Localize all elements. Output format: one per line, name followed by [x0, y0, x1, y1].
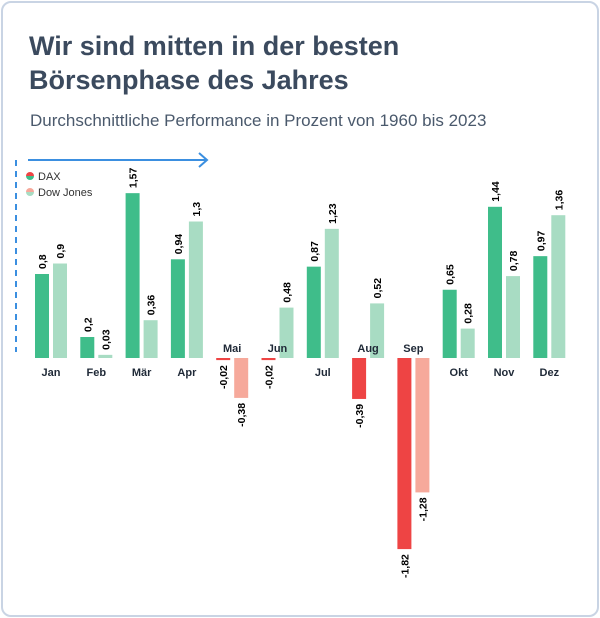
bar-dax-dez [533, 256, 548, 358]
bar-dax-jun [261, 358, 276, 361]
bar-dowjones-mai [234, 358, 249, 398]
value-label: 1,23 [327, 203, 339, 224]
value-label: 0,03 [100, 329, 112, 350]
value-label: 1,44 [490, 181, 502, 202]
value-label: 0,78 [508, 251, 520, 272]
bar-dowjones-aug [370, 303, 385, 358]
value-label: 0,52 [372, 278, 384, 299]
month-label-okt: Okt [450, 367, 469, 379]
bar-dax-apr [170, 259, 185, 358]
legend-swatch-top [26, 172, 34, 176]
bar-dowjones-apr [188, 221, 203, 358]
bar-dax-jul [306, 266, 321, 358]
chart-title: Wir sind mitten in der besten Börsenphas… [29, 31, 400, 95]
bar-dowjones-feb [98, 354, 113, 358]
month-label-nov: Nov [494, 367, 516, 379]
bar-dax-feb [80, 337, 95, 358]
month-label-aug: Aug [357, 343, 378, 355]
bar-dax-okt [442, 289, 457, 358]
bar-dowjones-mär [143, 320, 158, 358]
legend-entry: DAX [38, 171, 61, 183]
bar-dowjones-dez [551, 215, 566, 358]
chart-subtitle: Durchschnittliche Performance in Prozent… [30, 111, 487, 130]
value-label: -0,39 [354, 404, 366, 428]
value-label: 0,36 [146, 295, 158, 316]
value-label: -1,28 [417, 497, 429, 521]
value-label: 1,36 [553, 190, 565, 211]
value-label: 0,97 [535, 231, 547, 252]
value-label: -0,02 [264, 365, 276, 389]
value-label: 0,94 [173, 234, 185, 255]
month-label-mär: Mär [132, 367, 152, 379]
bar-dowjones-jul [324, 228, 339, 358]
month-label-jan: Jan [42, 367, 61, 379]
value-label: 0,48 [282, 282, 294, 303]
legend-entry: Dow Jones [38, 187, 93, 199]
month-label-feb: Feb [87, 367, 107, 379]
value-label: 0,9 [55, 244, 67, 259]
month-label-jul: Jul [315, 367, 331, 379]
month-label-jun: Jun [268, 343, 288, 355]
value-label: 0,65 [445, 264, 457, 285]
value-label: -0,38 [236, 403, 248, 427]
legend-swatch-bottom [26, 176, 34, 180]
arrow-head-icon [198, 152, 209, 168]
value-label: 0,2 [82, 317, 94, 332]
month-labels-layer: Jan Feb Mär Apr Mai Jun Jul Aug Sep Okt Nov Dez [42, 343, 560, 379]
value-labels-layer: 0,8 0,9 0,2 0,03 1,57 0,36 0,94 1,3 -0,02 -0,38 -0… [37, 168, 565, 578]
month-label-sep: Sep [403, 343, 423, 355]
bar-dax-jan [35, 274, 49, 358]
bar-dowjones-nov [506, 276, 520, 358]
chart-decoration [15, 152, 209, 352]
value-label: 0,87 [309, 241, 321, 262]
bar-dowjones-jan [53, 263, 67, 358]
bar-dax-aug [352, 358, 367, 399]
value-label: 0,28 [463, 303, 475, 324]
month-label-mai: Mai [223, 343, 241, 355]
value-label: -1,82 [399, 554, 411, 578]
bar-dowjones-sep [415, 358, 430, 493]
value-label: 1,57 [128, 168, 140, 189]
month-label-dez: Dez [540, 367, 560, 379]
bar-dax-mai [216, 358, 231, 361]
bar-dowjones-okt [460, 328, 475, 358]
legend-swatch-bottom [26, 192, 34, 196]
legend: DAX Dow Jones [26, 171, 93, 199]
bars-layer [35, 193, 566, 550]
legend-swatch-top [26, 188, 34, 192]
value-label: -0,02 [218, 365, 230, 389]
bar-dax-mär [125, 193, 140, 358]
bar-dax-nov [488, 206, 502, 358]
bar-dowjones-jun [279, 307, 294, 358]
month-label-apr: Apr [177, 367, 197, 379]
value-label: 0,8 [37, 254, 49, 269]
value-label: 1,3 [191, 202, 203, 217]
bar-dax-sep [397, 358, 412, 550]
